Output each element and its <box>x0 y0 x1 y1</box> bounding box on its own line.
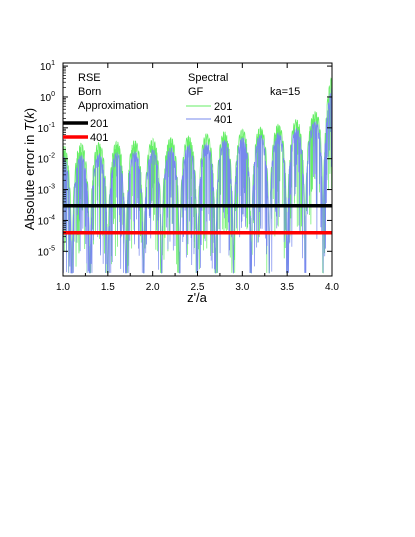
annotation-ka: ka=15 <box>270 86 300 98</box>
legend: RSE Born Approximation 201 401 Spectral … <box>63 72 300 144</box>
legend-group1-line2: Born <box>78 86 101 98</box>
x-axis-label: z'/a <box>187 290 208 305</box>
x-tick-label: 1.0 <box>56 282 70 293</box>
x-tick-label: 3.5 <box>280 282 294 293</box>
x-tick-label: 3.0 <box>235 282 249 293</box>
x-tick-label: 2.5 <box>191 282 205 293</box>
legend-label-spectral-201: 201 <box>214 101 232 113</box>
y-tick-label: 100 <box>40 91 55 104</box>
y-tick-label: 10-3 <box>38 184 55 197</box>
legend-label-spectral-401: 401 <box>214 114 232 126</box>
legend-label-rse-201: 201 <box>90 118 108 130</box>
x-tick-label: 1.5 <box>101 282 115 293</box>
legend-group1-line1: RSE <box>78 72 101 84</box>
x-tick-label: 2.0 <box>146 282 160 293</box>
y-tick-label: 10-5 <box>38 245 55 258</box>
x-tick-label: 4.0 <box>325 282 339 293</box>
y-tick-label: 10-4 <box>38 214 55 227</box>
y-tick-label: 10-2 <box>38 153 55 166</box>
legend-label-rse-401: 401 <box>90 132 108 144</box>
y-tick-label: 10-1 <box>38 122 55 135</box>
series-line <box>63 87 332 274</box>
legend-group2-line1: Spectral <box>188 72 228 84</box>
legend-group1-line3: Approximation <box>78 100 148 112</box>
legend-group2-line2: GF <box>188 86 204 98</box>
y-tick-label: 101 <box>40 60 55 73</box>
y-axis-label: Absolute error in T(k) <box>22 108 37 230</box>
